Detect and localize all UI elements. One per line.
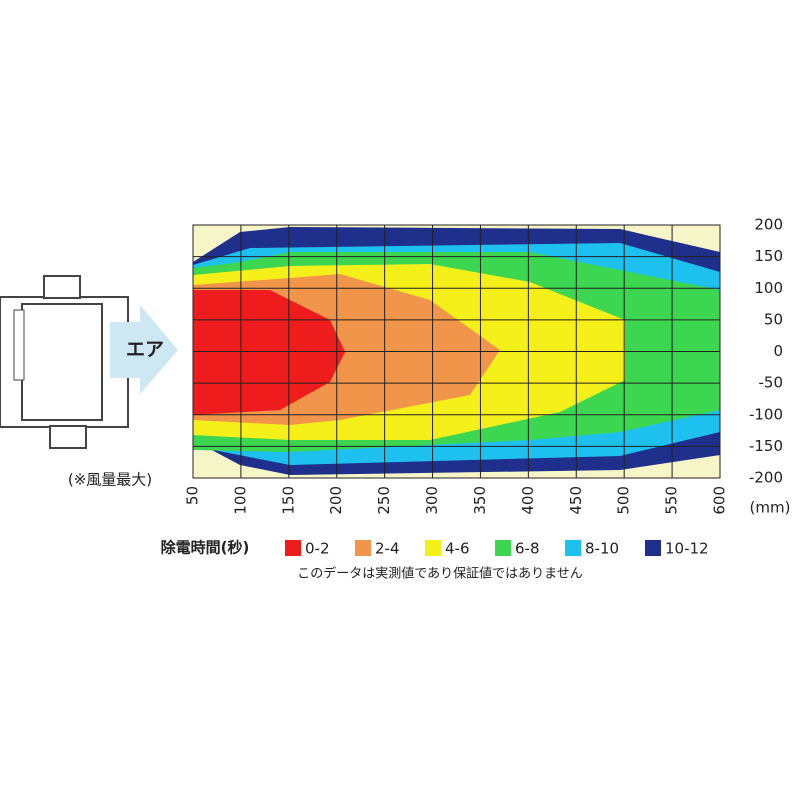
y-tick-label: 50 [764,310,783,328]
x-tick-label: 150 [279,486,297,515]
y-tick-label: -100 [749,405,783,423]
x-tick-label: 600 [711,486,729,515]
legend-label: 2-4 [375,540,400,558]
x-tick-label: 200 [327,486,345,515]
x-tick-label: 550 [663,486,681,515]
contour-band [193,290,345,415]
device-note: (※風量最大) [68,471,152,489]
x-unit: (mm) [750,499,791,517]
x-tick-label: 450 [567,486,585,515]
legend-label: 10-12 [665,540,709,558]
x-tick-label: 500 [615,486,633,515]
legend-title: 除電時間(秒) [161,539,250,557]
legend-label: 0-2 [305,540,330,558]
y-tick-label: -150 [749,437,783,455]
plot-frame [192,224,721,479]
legend-swatch [285,540,301,556]
x-tick-label: 350 [471,486,489,515]
x-tick-label: 300 [423,486,441,515]
device-illustration [0,275,178,449]
y-tick-label: -200 [749,469,783,487]
y-tick-label: 200 [754,216,783,234]
legend-swatch [425,540,441,556]
legend-swatch [355,540,371,556]
note: このデータは実測値であり保証値ではありません [297,566,582,582]
air-label: エア [126,339,164,361]
legend-swatch [495,540,511,556]
legend-label: 6-8 [515,540,540,558]
legend-swatch [645,540,661,556]
y-tick-label: 150 [754,247,783,265]
y-tick-label: 0 [773,342,783,360]
legend-swatch [565,540,581,556]
x-tick-label: 250 [375,486,393,515]
x-tick-label: 50 [184,486,202,505]
x-tick-label: 100 [231,486,249,515]
legend-label: 4-6 [445,540,470,558]
y-tick-label: 100 [754,279,783,297]
y-tick-label: -50 [759,374,784,392]
x-tick-label: 400 [519,486,537,515]
legend-label: 8-10 [585,540,619,558]
